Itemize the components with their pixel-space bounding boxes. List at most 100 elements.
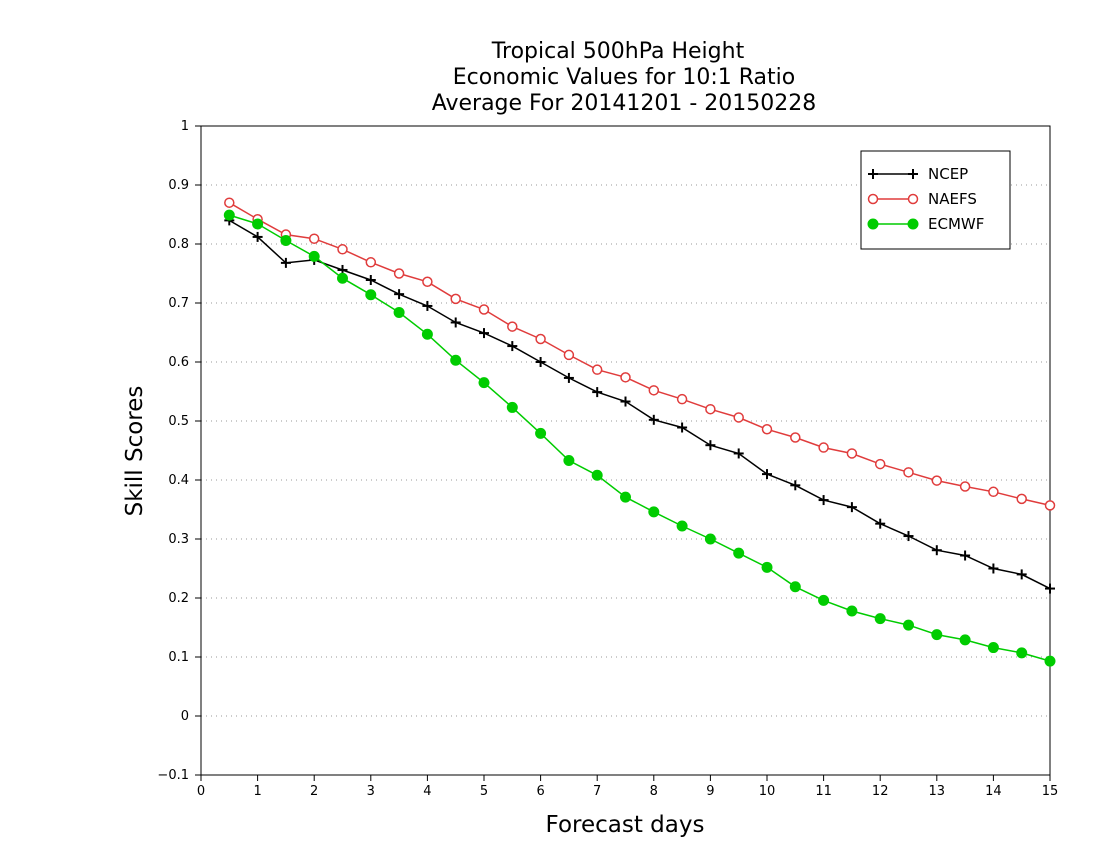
legend-box <box>860 150 1011 250</box>
x-tick-label: 2 <box>310 784 318 799</box>
data-point-ncep <box>507 341 518 352</box>
data-point-ncep <box>1016 569 1027 580</box>
data-point-ecmwf <box>874 613 886 625</box>
data-point-ncep <box>394 289 405 300</box>
data-point-naefs <box>648 385 660 396</box>
data-point-ncep <box>677 422 688 433</box>
data-point-ecmwf <box>987 642 999 654</box>
x-tick-label: 0 <box>197 784 205 799</box>
data-point-ecmwf <box>450 354 462 366</box>
data-point-ecmwf <box>704 533 716 545</box>
data-point-naefs <box>761 424 773 435</box>
title-line-1: Tropical 500hPa Height <box>491 39 745 64</box>
data-point-ecmwf <box>1044 655 1056 667</box>
legend-entry-naefs: NAEFS <box>867 190 977 208</box>
data-point-naefs <box>422 276 433 288</box>
data-point-ecmwf <box>1016 647 1028 659</box>
data-point-naefs <box>507 321 518 332</box>
data-point-naefs <box>308 233 320 244</box>
data-point-ncep <box>733 448 744 459</box>
legend-marker-ncep <box>908 169 918 179</box>
data-point-ncep <box>535 357 546 367</box>
y-tick-label: 0.3 <box>168 532 189 547</box>
title-line-2: Economic Values for 10:1 Ratio <box>453 65 795 90</box>
data-point-naefs <box>846 448 858 459</box>
plot-frame <box>200 125 1051 776</box>
x-tick-label: 4 <box>423 784 431 799</box>
data-point-ncep <box>705 440 716 451</box>
data-point-ecmwf <box>478 377 490 389</box>
data-point-naefs <box>393 268 405 279</box>
legend-entry-ecmwf: ECMWF <box>867 215 984 233</box>
series-ecmwf <box>223 209 1056 667</box>
data-point-ecmwf <box>846 605 858 617</box>
data-point-naefs <box>733 412 744 423</box>
x-tick-label: 1 <box>253 784 261 799</box>
data-point-ncep <box>818 495 829 506</box>
data-point-ncep <box>762 469 772 480</box>
legend-marker-naefs <box>867 193 879 205</box>
data-point-ncep <box>1045 583 1055 594</box>
data-point-naefs <box>790 432 801 443</box>
data-point-ecmwf <box>648 506 660 518</box>
data-point-naefs <box>959 481 971 492</box>
data-point-ecmwf <box>308 250 320 262</box>
data-point-ncep <box>620 396 631 407</box>
x-tick-label: 5 <box>480 784 488 799</box>
x-tick-label: 13 <box>929 784 946 799</box>
y-axis-label: Skill Scores <box>122 386 148 517</box>
data-point-naefs <box>874 458 886 470</box>
data-point-naefs <box>620 372 631 383</box>
series-ncep <box>224 215 1055 594</box>
data-series <box>223 197 1056 667</box>
y-tick-label: 0.5 <box>168 414 189 429</box>
y-tick-label: 0.9 <box>168 178 189 193</box>
data-point-naefs <box>535 333 546 345</box>
y-tick-label: 0.6 <box>168 355 189 370</box>
x-axis-label: Forecast days <box>546 812 705 838</box>
data-point-ecmwf <box>676 520 688 532</box>
data-point-ncep <box>592 387 603 398</box>
data-point-naefs <box>988 486 999 498</box>
data-point-ncep <box>422 300 433 311</box>
data-point-ecmwf <box>620 491 631 503</box>
x-tick-label: 8 <box>650 784 658 799</box>
data-point-naefs <box>705 403 716 415</box>
data-point-naefs <box>450 293 461 305</box>
data-point-ecmwf <box>365 289 377 301</box>
data-point-ncep <box>960 550 971 561</box>
x-axis: 0 1 2 3 4 5 6 7 8 9 10 11 12 13 14 15 <box>197 775 1058 799</box>
data-point-naefs <box>478 304 490 315</box>
legend-label-ecmwf: ECMWF <box>928 215 984 233</box>
legend-marker-ecmwf <box>867 218 879 230</box>
y-tick-label: 0.7 <box>168 296 189 311</box>
series-line-ncep <box>228 219 1051 590</box>
data-point-naefs <box>1016 493 1027 505</box>
data-point-ecmwf <box>591 469 603 481</box>
x-tick-label: 7 <box>593 784 601 799</box>
data-point-naefs <box>337 244 348 255</box>
data-point-naefs <box>591 364 603 375</box>
data-point-ncep <box>280 257 291 268</box>
data-point-ncep <box>988 563 999 574</box>
data-point-ecmwf <box>931 629 943 641</box>
series-naefs <box>224 197 1056 511</box>
data-point-ecmwf <box>421 328 433 340</box>
data-point-ecmwf <box>337 272 348 284</box>
legend-label-ncep: NCEP <box>928 165 968 183</box>
y-tick-label: 0.8 <box>168 237 189 252</box>
data-point-ncep <box>365 274 376 285</box>
data-point-ecmwf <box>563 455 575 467</box>
data-point-ncep <box>648 414 659 425</box>
data-point-ecmwf <box>280 234 292 246</box>
data-point-naefs <box>563 349 575 361</box>
legend-label-naefs: NAEFS <box>928 190 977 208</box>
x-tick-label: 10 <box>759 784 776 799</box>
data-point-naefs <box>903 467 914 478</box>
data-point-ncep <box>450 317 461 328</box>
x-tick-label: 11 <box>815 784 832 799</box>
x-tick-label: 9 <box>706 784 714 799</box>
legend: NCEP NAEFS ECMWF <box>860 150 1011 250</box>
y-tick-label: 0.4 <box>168 473 189 488</box>
